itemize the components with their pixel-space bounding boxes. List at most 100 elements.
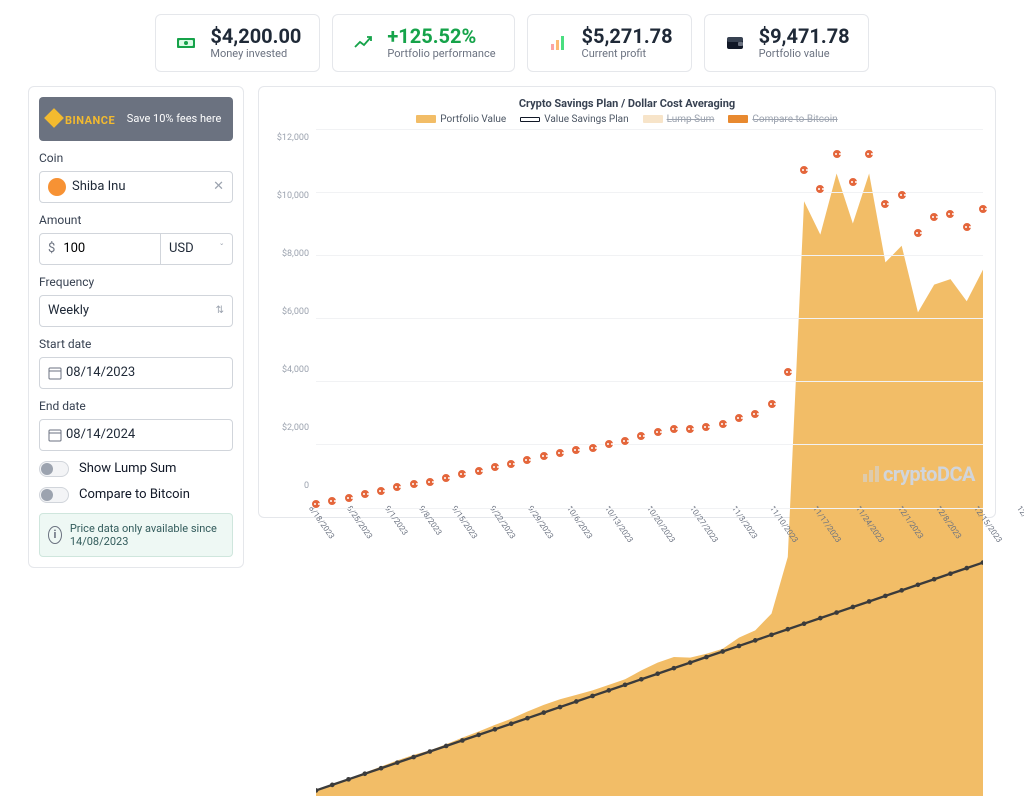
chart-marker: [767, 399, 777, 409]
chart-legend: Portfolio Value Value Savings Plan Lump …: [271, 114, 983, 125]
chart-marker: [783, 367, 793, 377]
chart-marker: [392, 482, 402, 492]
chart-marker: [360, 489, 370, 499]
money-invested-value: $4,200.00: [210, 25, 301, 48]
chart-marker: [945, 209, 955, 219]
promo-brand: BINANCE: [65, 114, 115, 127]
info-icon: i: [48, 526, 62, 544]
chart-marker: [409, 479, 419, 489]
chart-marker: [832, 149, 842, 159]
chart-marker: [880, 199, 890, 209]
end-date-label: End date: [39, 399, 233, 413]
legend-portfolio[interactable]: Portfolio Value: [416, 114, 506, 125]
chart-card: Crypto Savings Plan / Dollar Cost Averag…: [258, 86, 996, 518]
controls-panel: BINANCE Save 10% fees here Coin Shiba In…: [28, 86, 244, 568]
toggle-lump-label: Show Lump Sum: [79, 461, 176, 476]
binance-icon: [44, 108, 64, 128]
chart-marker: [962, 222, 972, 232]
promo-text: Save 10% fees here: [123, 112, 225, 125]
chart-marker: [425, 477, 435, 487]
chart-marker: [571, 445, 581, 455]
frequency-label: Frequency: [39, 275, 233, 289]
frequency-select[interactable]: Weekly ⇅: [39, 295, 233, 327]
start-date-value: 08/14/2023: [66, 365, 232, 380]
amount-input[interactable]: [63, 241, 160, 256]
legend-compare-btc[interactable]: Compare to Bitcoin: [728, 114, 837, 125]
chart-marker: [311, 499, 321, 509]
chart-marker: [669, 424, 679, 434]
chart-marker: [327, 496, 337, 506]
notice-text: Price data only available since 14/08/20…: [70, 522, 224, 548]
end-date-value: 08/14/2024: [66, 427, 232, 442]
chart-marker: [376, 486, 386, 496]
chart-marker: [701, 422, 711, 432]
chart-marker: [913, 228, 923, 238]
chart-marker: [588, 443, 598, 453]
chart-marker: [978, 204, 988, 214]
chart-marker: [539, 451, 549, 461]
stat-money-invested: $4,200.00 Money invested: [155, 14, 320, 72]
start-date-label: Start date: [39, 337, 233, 351]
end-date-input[interactable]: 08/14/2024: [39, 419, 233, 451]
chevron-down-icon: ˇ: [220, 243, 224, 254]
chart-marker: [620, 436, 630, 446]
chart-marker: [506, 459, 516, 469]
money-invested-label: Money invested: [210, 48, 287, 61]
performance-value: +125.52%: [387, 25, 476, 48]
chart-marker: [474, 466, 484, 476]
portfolio-label: Portfolio value: [759, 48, 830, 61]
chart-marker: [750, 409, 760, 419]
currency-select[interactable]: USD ˇ: [161, 233, 233, 265]
calendar-icon: [48, 366, 62, 380]
stat-performance: +125.52% Portfolio performance: [332, 14, 514, 72]
legend-savings[interactable]: Value Savings Plan: [520, 114, 628, 125]
chart-marker: [636, 431, 646, 441]
start-date-input[interactable]: 08/14/2023: [39, 357, 233, 389]
stat-portfolio: $9,471.78 Portfolio value: [704, 14, 869, 72]
portfolio-value: $9,471.78: [759, 25, 850, 48]
coin-icon: [48, 178, 66, 196]
toggle-compare-btc[interactable]: [39, 487, 69, 503]
chart-marker: [864, 149, 874, 159]
chart-marker: [522, 455, 532, 465]
money-icon: [174, 31, 198, 55]
toggle-lump-sum[interactable]: [39, 461, 69, 477]
chart-marker: [734, 413, 744, 423]
info-notice: i Price data only available since 14/08/…: [39, 513, 233, 557]
chart-marker: [718, 419, 728, 429]
legend-lump[interactable]: Lump Sum: [643, 114, 715, 125]
coin-select[interactable]: Shiba Inu ✕: [39, 171, 233, 203]
watermark-icon: [863, 466, 879, 482]
chart-marker: [441, 473, 451, 483]
coin-value: Shiba Inu: [72, 179, 205, 194]
clear-coin-icon[interactable]: ✕: [205, 179, 232, 194]
currency-value: USD: [161, 241, 202, 256]
performance-label: Portfolio performance: [387, 48, 495, 61]
calendar-icon: [48, 428, 62, 442]
chart-plot: cryptoDCA 8/18/20238/25/20239/1/20239/8/…: [315, 129, 983, 509]
chart-marker: [929, 212, 939, 222]
bars-icon: [546, 31, 570, 55]
chart-marker: [815, 184, 825, 194]
stat-profit: $5,271.78 Current profit: [527, 14, 692, 72]
chart-marker: [457, 469, 467, 479]
promo-banner[interactable]: BINANCE Save 10% fees here: [39, 97, 233, 141]
chart-marker: [490, 462, 500, 472]
watermark: cryptoDCA: [863, 462, 975, 486]
chart-marker: [685, 424, 695, 434]
wallet-icon: [723, 31, 747, 55]
frequency-value: Weekly: [40, 303, 232, 318]
toggle-btc-label: Compare to Bitcoin: [79, 487, 190, 502]
coin-label: Coin: [39, 151, 233, 165]
chart-marker: [799, 165, 809, 175]
profit-label: Current profit: [582, 48, 647, 61]
profit-value: $5,271.78: [582, 25, 673, 48]
chart-marker: [653, 427, 663, 437]
chart-marker: [555, 448, 565, 458]
chart-title: Crypto Savings Plan / Dollar Cost Averag…: [271, 97, 983, 110]
chart-yaxis: $12,000$10,000$8,000$6,000$4,000$2,0000: [271, 129, 315, 509]
trend-up-icon: [351, 31, 375, 55]
amount-label: Amount: [39, 213, 233, 227]
amount-prefix: $: [40, 241, 63, 256]
chart-marker: [897, 190, 907, 200]
